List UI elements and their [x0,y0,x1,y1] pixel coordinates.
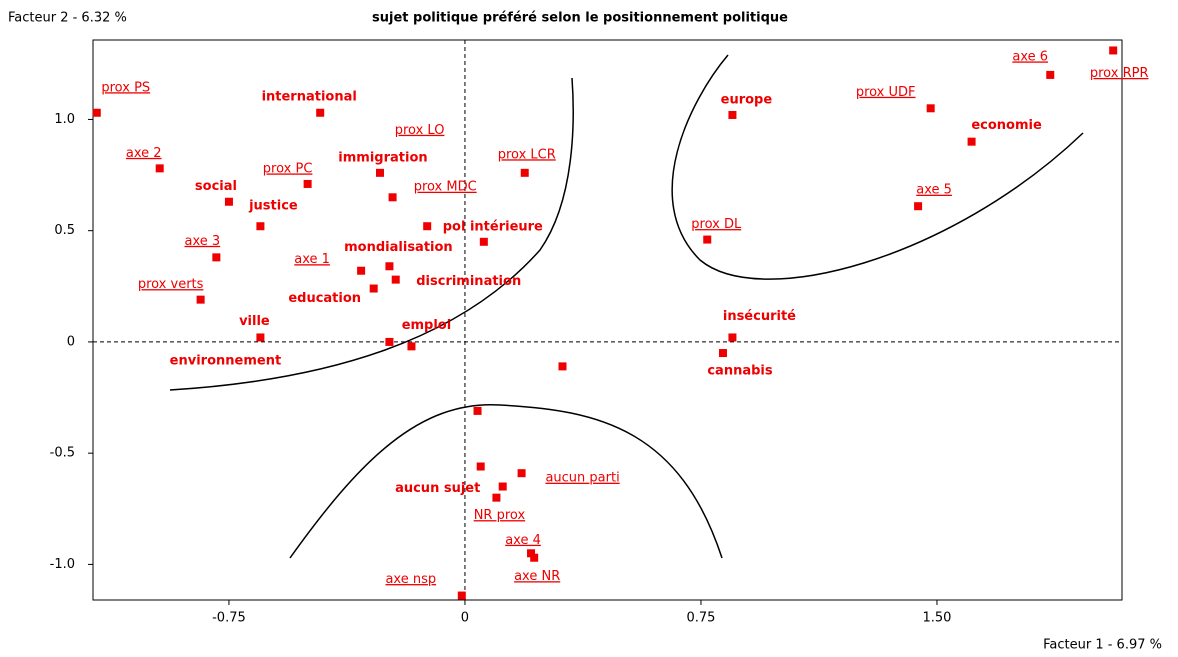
point [967,137,976,146]
point [224,197,233,206]
plot-frame [92,39,1123,601]
y-axis-label: Facteur 2 - 6.32 % [8,11,127,26]
point-label: aucun sujet [395,481,480,496]
point-label: international [262,89,357,104]
x-tick-label: 0 [461,611,469,626]
point-label: emploi [402,318,452,333]
point [1109,46,1118,55]
point-label: economie [971,118,1042,133]
point [357,266,366,275]
point [385,337,394,346]
point [212,253,221,262]
point [256,333,265,342]
point [728,110,737,119]
point [926,104,935,113]
point [492,493,501,502]
point-label: axe 2 [126,146,162,161]
x-tick-label: -0.75 [212,611,246,626]
point [520,168,529,177]
boundary-curve [169,77,574,391]
point-label: axe 4 [505,533,541,548]
boundary-curve [671,54,1084,280]
point-label: environnement [170,353,282,368]
point [369,284,378,293]
point [473,406,482,415]
point-label: cannabis [707,364,773,379]
point-label: prox LCR [498,147,556,162]
point [728,333,737,342]
point-label: prox UDF [856,85,916,100]
point-label: justice [248,199,298,214]
x-axis-label: Facteur 1 - 6.97 % [1043,638,1162,653]
point [457,591,466,600]
point [479,237,488,246]
y-tick-label: 0 [67,334,75,349]
point-label: mondialisation [344,240,453,255]
point-label: axe 3 [185,234,221,249]
point [256,222,265,231]
point [527,549,536,558]
y-tick-label: 1.0 [54,112,75,127]
y-tick-label: 0.5 [54,223,75,238]
point-label: prox MDC [414,180,477,195]
point [914,202,923,211]
point [498,482,507,491]
chart-title: sujet politique préféré selon le positio… [372,11,788,26]
point [558,362,567,371]
x-tick-label: 1.50 [922,611,951,626]
point-label: axe 5 [916,183,952,198]
point-label: prox RPR [1090,66,1149,81]
point [703,235,712,244]
point-label: social [195,179,237,194]
point-label: prox PS [101,80,150,95]
point [718,349,727,358]
point-label: europe [721,92,773,107]
point [530,553,539,562]
point-label: immigration [338,150,427,165]
point [92,108,101,117]
point-label: discrimination [416,274,521,289]
point [407,342,416,351]
point [1046,70,1055,79]
point [155,164,164,173]
point-label: ville [239,314,270,329]
point-label: axe 6 [1012,49,1048,64]
point-label: axe NR [514,569,560,584]
point [385,262,394,271]
point [388,193,397,202]
point-label: prox PC [263,161,313,176]
point [391,275,400,284]
point-label: education [288,291,361,306]
point-label: NR prox [474,508,526,523]
point-label: axe nsp [385,572,436,587]
y-tick-label: -1.0 [50,557,75,572]
y-tick-label: -0.5 [50,446,75,461]
point-label: aucun parti [545,471,619,486]
boundary-curve [289,404,723,559]
point-label: axe 1 [294,252,330,267]
point [316,108,325,117]
point [517,469,526,478]
point [476,462,485,471]
point-label: prox LO [395,123,445,138]
point-label: insécurité [723,309,796,324]
point-label: pol intérieure [443,219,543,234]
x-tick-label: 0.75 [686,611,715,626]
point [375,168,384,177]
point-label: prox DL [691,217,742,232]
point [423,222,432,231]
point [196,295,205,304]
point-label: prox verts [138,277,204,292]
point [303,179,312,188]
